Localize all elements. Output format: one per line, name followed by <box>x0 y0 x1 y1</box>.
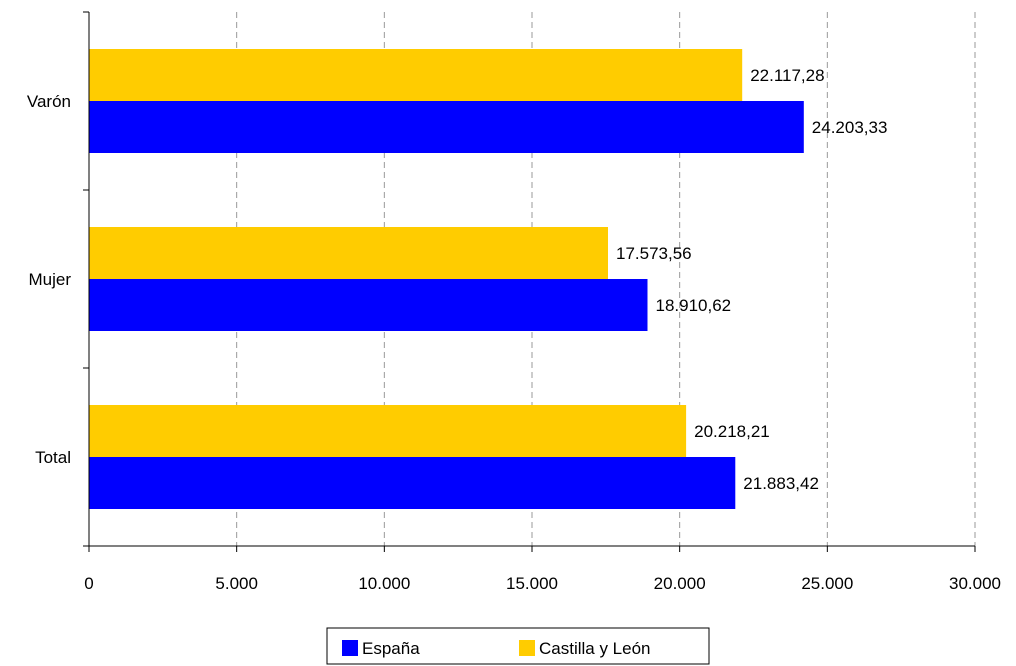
bar <box>89 227 609 279</box>
data-label: 17.573,56 <box>616 244 692 263</box>
category-label: Varón <box>27 92 71 111</box>
legend-box <box>326 627 710 665</box>
x-tick-label: 30.000 <box>949 574 1001 593</box>
category-label: Total <box>35 448 71 467</box>
category-label: Mujer <box>28 270 71 289</box>
bar <box>89 457 736 509</box>
bars <box>89 49 804 509</box>
x-tick-label: 20.000 <box>654 574 706 593</box>
bar <box>89 279 648 331</box>
legend-label: Castilla y León <box>539 639 651 658</box>
x-tick-label: 10.000 <box>358 574 410 593</box>
data-label: 22.117,28 <box>750 66 824 85</box>
bar <box>89 405 687 457</box>
legend: España Castilla y León <box>326 627 710 665</box>
legend-swatch <box>519 640 535 656</box>
bar <box>89 101 804 153</box>
x-tick-label: 5.000 <box>215 574 258 593</box>
labels: 22.117,28 24.203,33 Varón 17.573,56 18.910,6… <box>27 66 1001 593</box>
x-tick-label: 0 <box>84 574 93 593</box>
data-label: 18.910,62 <box>655 296 731 315</box>
legend-label: España <box>362 639 420 658</box>
x-tick-label: 15.000 <box>506 574 558 593</box>
x-tick-label: 25.000 <box>801 574 853 593</box>
bar <box>89 49 743 101</box>
axes <box>83 11 976 552</box>
data-label: 24.203,33 <box>812 118 888 137</box>
data-label: 21.883,42 <box>743 474 819 493</box>
data-label: 20.218,21 <box>694 422 770 441</box>
legend-swatch <box>342 640 358 656</box>
